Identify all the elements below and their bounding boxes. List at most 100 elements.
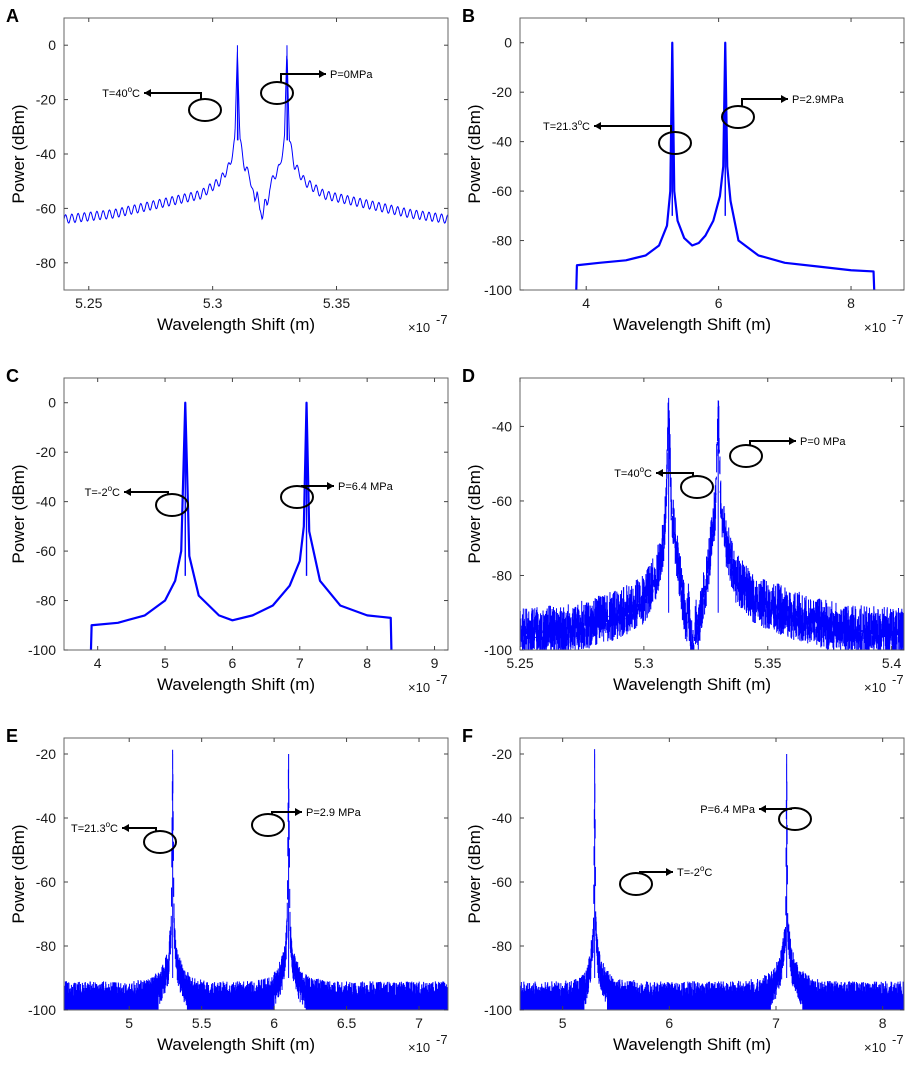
x-multiplier-exponent: -7	[892, 1032, 904, 1047]
y-tick-label: -20	[492, 746, 512, 762]
x-multiplier-exponent: -7	[436, 312, 448, 327]
x-tick-label: 6.5	[337, 1015, 357, 1031]
y-tick-label: -60	[492, 493, 512, 509]
annotation-ring	[155, 493, 189, 517]
annotation-ring	[619, 872, 653, 896]
x-multiplier-exponent: -7	[892, 312, 904, 327]
panel-e: E 5 5.5 6 6.5 7 -20 -40 -60 -80 -100 Wavelength Shi…	[0, 720, 456, 1080]
annotation-ring	[188, 98, 222, 122]
arrow-head	[124, 488, 131, 496]
series-noise	[520, 397, 904, 650]
y-tick-label: 0	[504, 35, 512, 51]
annotation-label: P=2.9 MPa	[306, 807, 362, 819]
arrow-head	[789, 437, 796, 445]
y-tick-label: -100	[484, 642, 512, 658]
annotation-label: T=21.3oC	[543, 118, 590, 133]
panel-letter: F	[462, 726, 473, 746]
x-tick-label: 5.25	[506, 655, 533, 671]
x-tick-label: 7	[772, 1015, 780, 1031]
y-tick-label: 0	[48, 395, 56, 411]
x-multiplier-exponent: -7	[892, 672, 904, 687]
y-tick-label: -60	[492, 874, 512, 890]
series-group	[520, 749, 904, 1010]
panel-letter: D	[462, 366, 475, 386]
y-tick-label: -100	[28, 642, 56, 658]
x-tick-label: 5.25	[75, 295, 102, 311]
annotation-arrow	[656, 472, 694, 476]
x-multiplier: ×10	[864, 320, 886, 335]
series-line	[575, 41, 876, 290]
annotation-label: P=2.9MPa	[792, 94, 845, 106]
y-tick-label: -100	[484, 1002, 512, 1018]
arrow-head	[759, 805, 766, 813]
arrow-head	[327, 482, 334, 490]
x-tick-label: 7	[415, 1015, 423, 1031]
axes-box	[63, 17, 449, 291]
panel-letter: A	[6, 6, 19, 26]
annotation-label: P=6.4 MPa	[338, 481, 394, 493]
annotation-arrow	[144, 92, 202, 99]
annotation-arrow	[124, 491, 169, 494]
arrow-head	[319, 70, 326, 78]
arrow-head	[666, 868, 673, 876]
x-multiplier: ×10	[408, 680, 430, 695]
annotation-label: P=0MPa	[330, 69, 373, 81]
series-noise	[520, 749, 904, 1010]
y-axis-label: Power (dBm)	[9, 464, 28, 563]
series-line	[89, 401, 393, 650]
annotation-label: P=0 MPa	[800, 436, 846, 448]
x-tick-label: 6	[229, 655, 237, 671]
x-tick-label: 8	[847, 295, 855, 311]
y-tick-label: -100	[484, 282, 512, 298]
panel-a: A 5.25 5.3 5.35 0 -20 -40 -60 -80 Wavelength Shif…	[0, 0, 456, 360]
x-tick-label: 6	[270, 1015, 278, 1031]
arrow-head	[781, 95, 788, 103]
chart-b: B 4 6 8 0 -20 -40 -60 -80 -100 Wavelength Shift (m…	[462, 6, 905, 335]
x-tick-label: 8	[363, 655, 371, 671]
y-axis-label: Power (dBm)	[465, 104, 484, 203]
annotation-arrow	[594, 125, 672, 132]
panel-d: D 5.25 5.3 5.35 5.4 -40 -60 -80 -100 Wavelength S…	[456, 360, 912, 720]
y-tick-label: -80	[492, 567, 512, 583]
x-tick-label: 4	[582, 295, 590, 311]
chart-d: D 5.25 5.3 5.35 5.4 -40 -60 -80 -100 Wavelength S…	[462, 366, 905, 695]
x-multiplier: ×10	[864, 680, 886, 695]
y-tick-label: -60	[36, 874, 56, 890]
x-tick-label: 5	[161, 655, 169, 671]
x-multiplier: ×10	[864, 1040, 886, 1055]
series-group	[89, 401, 393, 650]
y-axis-label: Power (dBm)	[9, 824, 28, 923]
y-axis-label: Power (dBm)	[465, 464, 484, 563]
annotation-arrow	[271, 811, 302, 814]
axes-box	[519, 377, 905, 651]
axes-box	[63, 377, 449, 651]
annotation-arrow	[749, 440, 796, 445]
series-group	[64, 45, 448, 224]
chart-a: A 5.25 5.3 5.35 0 -20 -40 -60 -80 Wavelength Shif…	[6, 6, 449, 335]
y-tick-label: -40	[36, 146, 56, 162]
annotation-arrow	[741, 98, 788, 106]
y-tick-label: -40	[36, 810, 56, 826]
y-tick-label: -100	[28, 1002, 56, 1018]
x-tick-label: 5	[125, 1015, 133, 1031]
arrow-head	[656, 469, 663, 477]
y-tick-label: -80	[36, 593, 56, 609]
x-tick-label: 8	[879, 1015, 887, 1031]
x-multiplier: ×10	[408, 320, 430, 335]
y-tick-label: -80	[492, 233, 512, 249]
y-tick-label: -20	[492, 84, 512, 100]
x-axis-label: Wavelength Shift (m)	[613, 675, 771, 694]
x-tick-label: 7	[296, 655, 304, 671]
x-tick-label: 9	[431, 655, 439, 671]
y-tick-label: -40	[492, 418, 512, 434]
arrow-head	[144, 89, 151, 97]
annotation-label: P=6.4 MPa	[700, 804, 756, 816]
y-tick-label: -20	[36, 444, 56, 460]
y-tick-label: -80	[36, 255, 56, 271]
annotation-arrow	[759, 808, 792, 810]
x-axis-label: Wavelength Shift (m)	[157, 675, 315, 694]
y-axis-label: Power (dBm)	[9, 104, 28, 203]
x-tick-label: 5.3	[203, 295, 223, 311]
x-multiplier: ×10	[408, 1040, 430, 1055]
annotation-arrow	[122, 827, 157, 831]
